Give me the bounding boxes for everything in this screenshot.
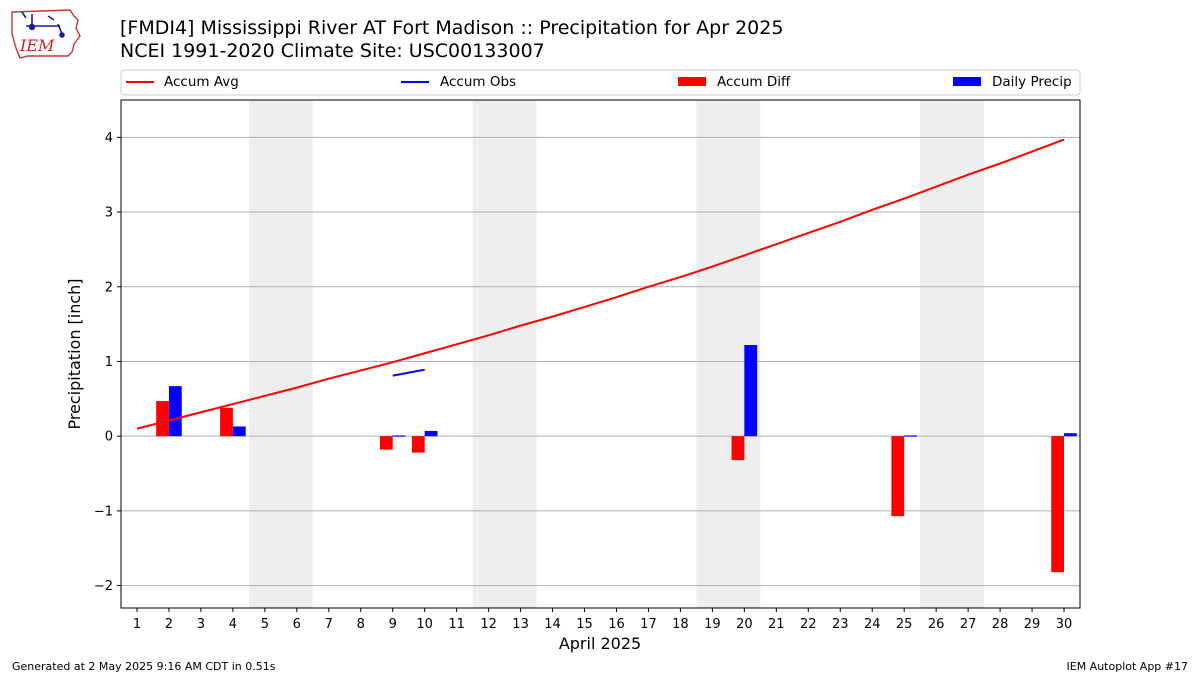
x-tick-label: 26 <box>928 617 945 632</box>
legend: Accum Avg Accum Obs Accum Diff Daily Pre… <box>120 69 1081 96</box>
accum-diff-bar <box>891 436 905 517</box>
daily-precip-bar <box>232 426 246 437</box>
daily-precip-bar <box>1064 433 1077 437</box>
x-tick-label: 2 <box>165 617 173 632</box>
x-tick-label: 10 <box>416 617 433 632</box>
x-tick-label: 25 <box>896 617 913 632</box>
logo-text: IEM <box>19 36 55 55</box>
x-tick-label: 23 <box>832 617 849 632</box>
weekend-band <box>472 100 537 608</box>
accum-diff-bar <box>220 407 233 437</box>
daily-precip-bar <box>744 345 758 437</box>
series-lines <box>136 138 1065 430</box>
y-tick-label: 1 <box>105 355 113 370</box>
accum-avg-line <box>136 138 1065 430</box>
x-tick-label: 1 <box>133 617 141 632</box>
x-tick-label: 19 <box>704 617 721 632</box>
legend-accum-diff-label: Accum Diff <box>717 74 791 90</box>
iem-logo: IEM <box>11 9 81 59</box>
chart-title: [FMDI4] Mississippi River AT Fort Madiso… <box>120 17 784 39</box>
weather-instrument-icon <box>21 11 65 38</box>
x-tick-label: 24 <box>864 617 881 632</box>
x-tick-label: 11 <box>448 617 465 632</box>
x-tick-label: 3 <box>197 617 205 632</box>
footer-generated-text: Generated at 2 May 2025 9:16 AM CDT in 0… <box>12 660 276 673</box>
accum-diff-bar <box>379 436 393 450</box>
x-tick-label: 29 <box>1024 617 1041 632</box>
y-axis: −2 −1 0 1 2 3 4 <box>94 131 121 594</box>
x-tick-label: 21 <box>768 617 785 632</box>
daily-precip-bar <box>904 435 917 437</box>
x-tick-label: 22 <box>800 617 817 632</box>
x-tick-label: 4 <box>229 617 237 632</box>
x-tick-label: 30 <box>1056 617 1073 632</box>
chart-subtitle: NCEI 1991-2020 Climate Site: USC00133007 <box>120 40 545 62</box>
x-tick-label: 7 <box>325 617 333 632</box>
y-tick-label: 0 <box>105 430 113 445</box>
accum-diff-bar <box>411 436 425 453</box>
x-tick-label: 28 <box>992 617 1009 632</box>
y-tick-label: 2 <box>105 280 113 295</box>
x-tick-label: 6 <box>293 617 301 632</box>
x-tick-label: 12 <box>480 617 497 632</box>
x-tick-label: 18 <box>672 617 689 632</box>
plot-frame <box>120 99 1081 609</box>
y-axis-label: Precipitation [inch] <box>65 278 84 429</box>
x-tick-label: 5 <box>261 617 269 632</box>
legend-daily-precip-swatch <box>953 77 981 86</box>
accum-diff-bar <box>156 401 169 437</box>
iowa-outline-shape <box>11 9 81 59</box>
footer-app-label: IEM Autoplot App #17 <box>1066 660 1189 673</box>
legend-daily-precip-label: Daily Precip <box>992 74 1072 90</box>
weekend-band <box>248 100 313 608</box>
x-tick-label: 17 <box>640 617 657 632</box>
legend-accum-avg-label: Accum Avg <box>164 74 239 90</box>
x-axis-label: April 2025 <box>559 634 641 653</box>
y-tick-label: 3 <box>105 206 113 221</box>
bars <box>156 345 1077 573</box>
x-tick-label: 14 <box>544 617 561 632</box>
x-tick-label: 16 <box>608 617 625 632</box>
accum-diff-bar <box>1051 436 1065 573</box>
gridlines <box>121 136 1080 587</box>
x-tick-label: 9 <box>389 617 397 632</box>
accum-obs-line <box>392 368 425 377</box>
weekend-band <box>920 100 985 608</box>
y-tick-label: −1 <box>94 504 113 519</box>
weekend-bands <box>248 100 985 608</box>
x-tick-label: 15 <box>576 617 593 632</box>
x-tick-label: 13 <box>512 617 529 632</box>
x-tick-label: 27 <box>960 617 977 632</box>
x-tick-label: 20 <box>736 617 753 632</box>
daily-precip-bar <box>392 435 406 437</box>
y-tick-label: −2 <box>94 579 113 594</box>
legend-accum-obs-label: Accum Obs <box>440 74 516 90</box>
legend-frame <box>120 69 1081 96</box>
daily-precip-bar <box>168 386 182 437</box>
accum-diff-bar <box>731 436 745 461</box>
x-tick-label: 8 <box>357 617 365 632</box>
y-tick-label: 4 <box>105 131 113 146</box>
daily-precip-bar <box>424 430 438 437</box>
x-axis: 1 2 3 4 5 6 7 8 9 10 11 12 13 14 15 16 17 18 19 20 21 22 23 24 2… <box>133 608 1072 632</box>
legend-accum-diff-swatch <box>678 77 706 86</box>
